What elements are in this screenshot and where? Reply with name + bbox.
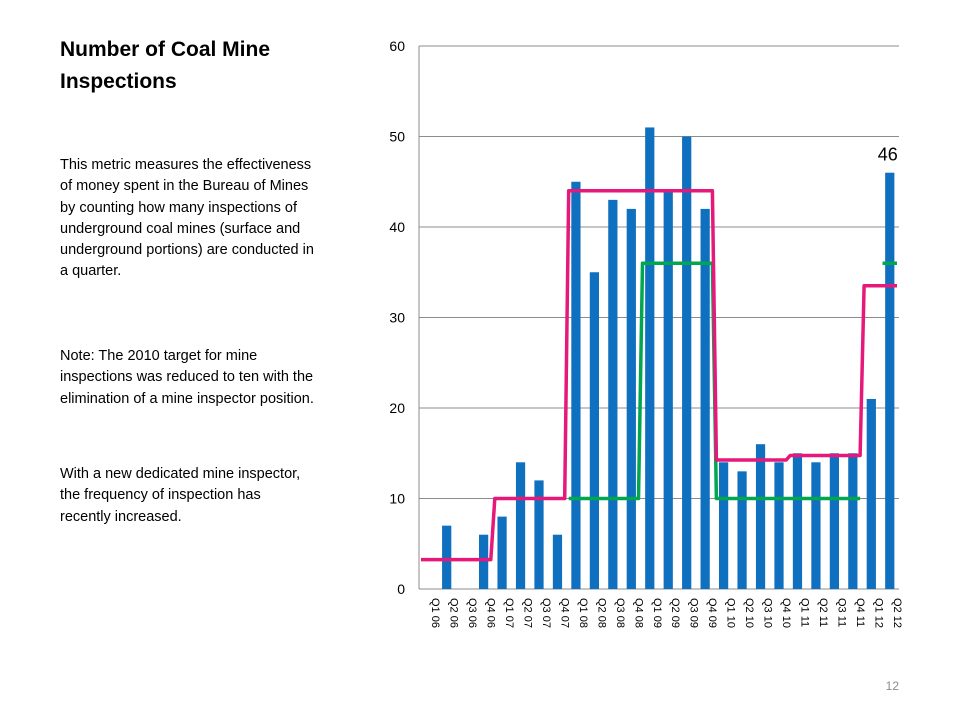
- bar: [515, 462, 526, 589]
- bar: [645, 127, 655, 589]
- x-tick-label: Q3 11: [835, 598, 847, 627]
- x-tick-label: Q4 06: [485, 598, 497, 628]
- bar: [866, 398, 876, 589]
- x-tick-label: Q1 09: [651, 598, 663, 628]
- x-tick-label: Q2 06: [448, 598, 460, 628]
- bar: [479, 534, 489, 589]
- bar: [534, 480, 544, 589]
- x-tick-label: Q2 08: [595, 598, 607, 628]
- x-tick-label: Q2 10: [743, 598, 755, 628]
- bar: [497, 516, 507, 589]
- x-tick-label: Q1 06: [429, 598, 441, 628]
- bar: [663, 190, 673, 590]
- pink-target-line: [421, 189, 897, 562]
- y-tick-label: 30: [389, 310, 405, 326]
- x-tick-label: Q3 08: [614, 598, 626, 628]
- bar: [755, 444, 766, 589]
- y-tick-label: 20: [389, 400, 405, 416]
- x-tick-label: Q1 10: [725, 598, 737, 628]
- x-tick-label: Q1 12: [872, 598, 884, 628]
- bar: [737, 471, 747, 589]
- x-tick-label: Q1 07: [503, 598, 515, 628]
- bar: [885, 172, 895, 589]
- x-tick-label: Q3 09: [688, 598, 700, 628]
- bar: [792, 453, 803, 589]
- bar: [571, 181, 581, 589]
- bar: [700, 208, 710, 589]
- x-tick-label: Q3 06: [466, 598, 478, 628]
- data-label: 46: [878, 145, 898, 165]
- y-tick-label: 10: [389, 491, 405, 507]
- bar: [589, 272, 599, 589]
- x-tick-label: Q4 07: [558, 598, 570, 628]
- bar: [626, 208, 636, 589]
- description-paragraph: This metric measures the effectiveness o…: [60, 157, 314, 280]
- y-tick-label: 0: [397, 581, 405, 597]
- x-tick-label: Q3 10: [762, 598, 774, 628]
- bar: [848, 453, 858, 589]
- x-tick-label: Q2 11: [817, 598, 829, 627]
- x-tick-label: Q2 07: [522, 598, 534, 628]
- bar: [442, 525, 452, 589]
- x-tick-label: Q1 11: [798, 598, 810, 627]
- bar: [682, 136, 692, 589]
- x-tick-label: Q4 08: [632, 598, 644, 628]
- bar: [829, 453, 839, 589]
- x-tick-label: Q4 09: [706, 598, 718, 628]
- page-number: 12: [885, 679, 899, 693]
- green-target-line: [568, 261, 897, 501]
- slide-title: Number of Coal Mine Inspections: [60, 38, 271, 93]
- y-tick-label: 40: [389, 219, 405, 235]
- note-paragraph: Note: The 2010 target for mine inspectio…: [60, 348, 314, 407]
- y-tick-label: 50: [389, 129, 405, 145]
- bar: [719, 462, 729, 589]
- x-tick-label: Q4 10: [780, 598, 792, 628]
- bar: [552, 534, 563, 589]
- update-paragraph: With a new dedicated mine inspector, the…: [60, 466, 301, 525]
- y-tick-label: 60: [389, 38, 405, 54]
- bar: [811, 462, 821, 589]
- bar: [608, 199, 618, 589]
- x-tick-label: Q2 09: [669, 598, 681, 628]
- x-tick-label: Q3 07: [540, 598, 552, 628]
- x-tick-label: Q2 12: [891, 598, 903, 628]
- bar: [774, 462, 784, 589]
- x-tick-label: Q4 11: [854, 598, 866, 627]
- x-tick-label: Q1 08: [577, 598, 589, 628]
